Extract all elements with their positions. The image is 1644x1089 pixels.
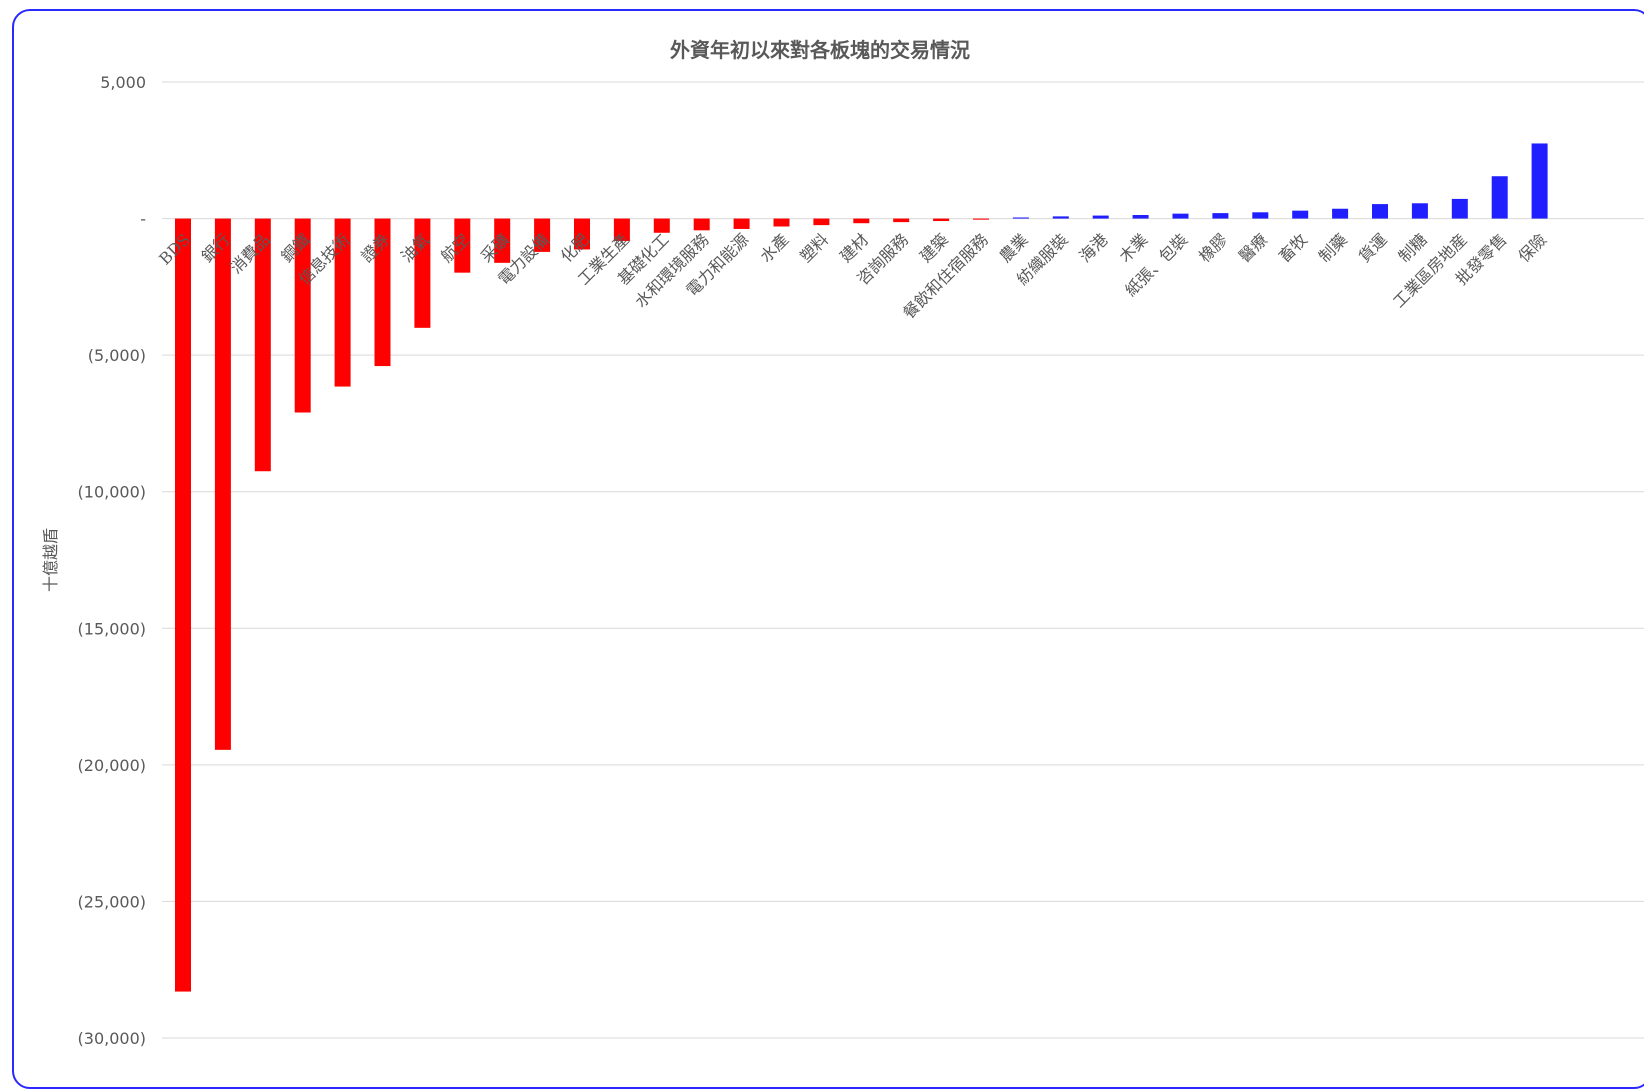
x-tick-label: 畜牧 [1275,230,1311,266]
bar [973,218,989,220]
bar [1332,208,1349,219]
bar [853,218,870,224]
bar [1052,216,1069,219]
y-tick-label: (25,000) [78,892,146,911]
bar [534,218,551,252]
bar [893,218,910,223]
bar [1531,143,1548,219]
bar [1491,176,1508,219]
bar [334,218,351,387]
x-tick-label: 制藥 [1315,230,1351,266]
bar [1411,203,1428,219]
bar [813,218,830,226]
y-tick-label: (5,000) [88,346,146,365]
bar [733,218,750,229]
x-tick-label: 橡膠 [1195,230,1231,266]
bar [494,218,511,263]
bar [1372,204,1388,219]
y-tick-label: (15,000) [78,619,146,638]
y-tick-label: - [140,210,146,229]
y-tick-label: 5,000 [100,73,146,92]
y-tick-label: (30,000) [78,1029,146,1048]
y-tick-label: (20,000) [78,756,146,775]
bar [613,218,630,241]
grid-layer [162,81,1644,1039]
bar [254,218,271,472]
bar [693,218,710,231]
bar [773,218,790,227]
bar [1212,213,1229,219]
bar [653,218,670,233]
x-tick-label: 塑料 [796,230,832,266]
bar [374,218,391,367]
bar [294,218,311,413]
bar [933,218,950,222]
x-tick-label: 貨運 [1355,230,1391,266]
bar [574,218,590,250]
y-tick-label: (10,000) [78,483,146,502]
chart-title: 外資年初以來對各板塊的交易情況 [670,38,970,62]
x-tick-label: 水產 [756,230,792,266]
bar [175,218,191,992]
x-tick-label: 海港 [1075,230,1111,266]
chart-canvas: 外資年初以來對各板塊的交易情況 十億越盾 5,000 - (5,000) (10,00… [41,38,1644,1048]
bar [1092,215,1109,219]
bar [1292,210,1309,219]
bar [1132,215,1149,219]
bar [214,218,231,750]
bar [1451,198,1468,219]
x-tick-label: 保險 [1514,230,1550,266]
y-axis-ticks: 5,000 - (5,000) (10,000) (15,000) (20,000) (25… [78,73,146,1048]
x-tick-label: 醫療 [1235,230,1271,266]
bar [414,218,431,328]
bars [175,143,1548,992]
bar [1252,212,1269,219]
y-axis-label: 十億越盾 [41,528,60,592]
bar [454,218,471,273]
bar [1012,217,1029,219]
bar [1172,213,1189,219]
